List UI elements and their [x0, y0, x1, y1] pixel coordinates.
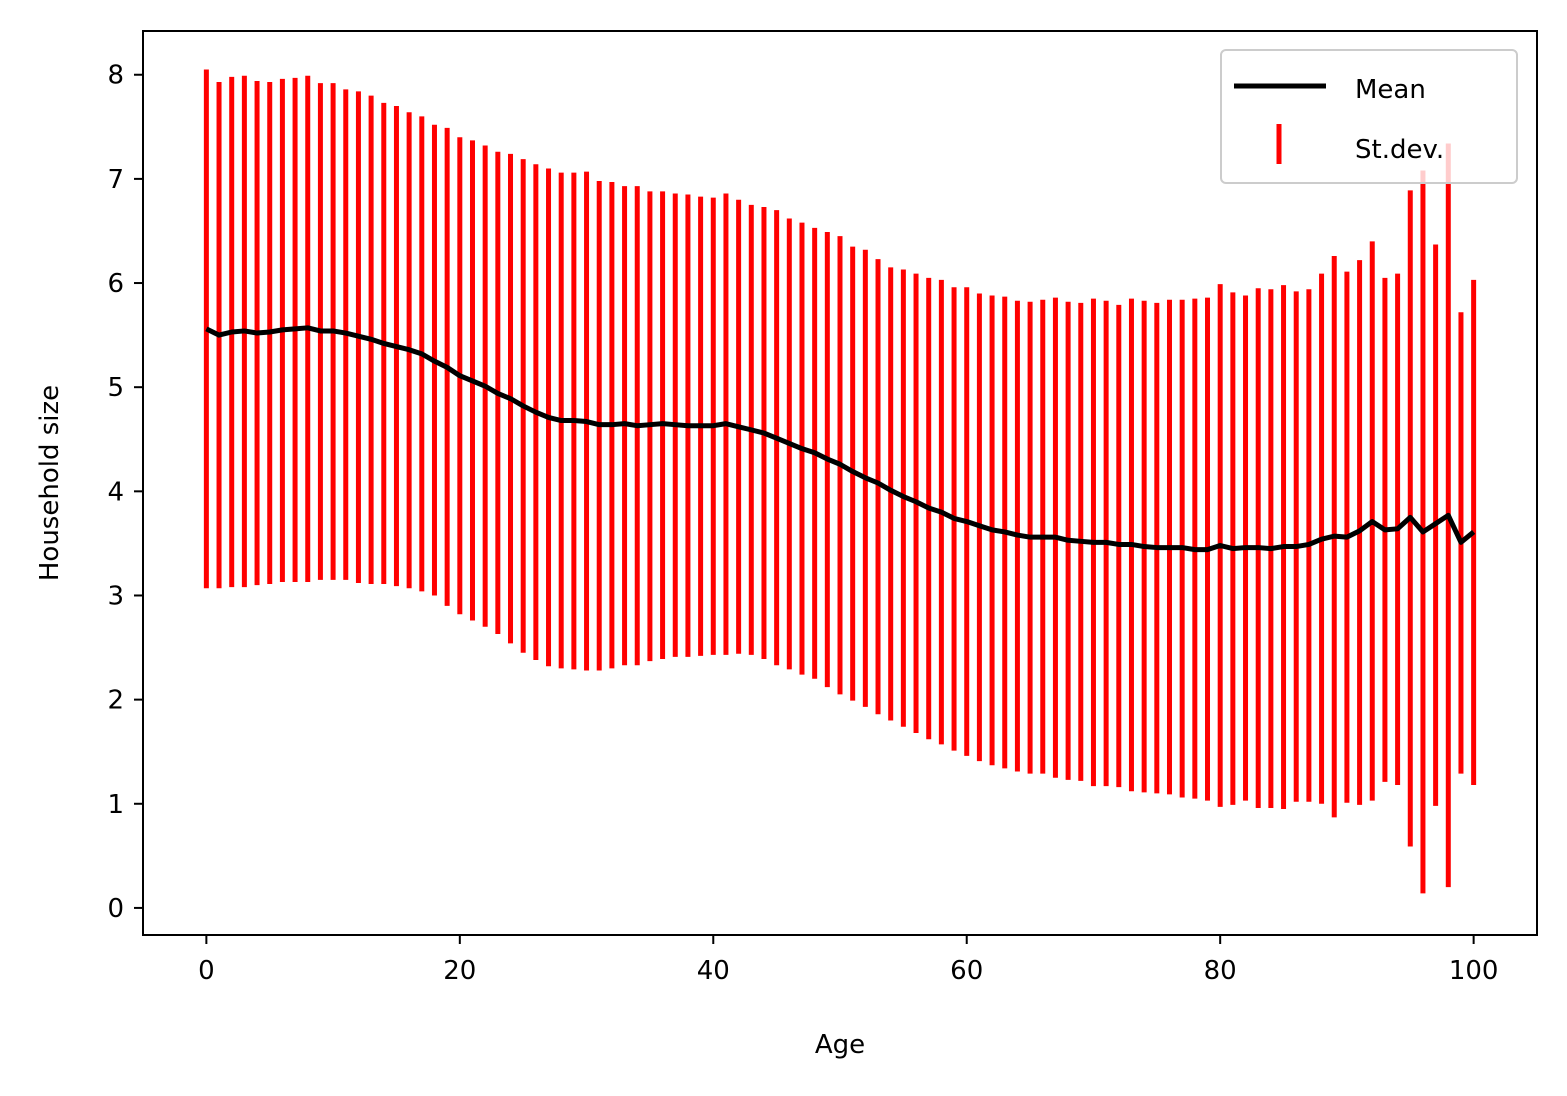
y-tick-label: 3 — [107, 581, 124, 611]
legend: Mean St.dev. — [1220, 49, 1518, 184]
legend-stdev-label: St.dev. — [1355, 135, 1444, 165]
y-tick-label: 7 — [107, 165, 124, 195]
mean-line-group — [205, 325, 1476, 553]
x-axis-label: Age — [815, 1030, 865, 1060]
x-tick-label: 60 — [950, 956, 983, 986]
y-tick-label: 0 — [107, 894, 124, 924]
y-tick-label: 1 — [107, 790, 124, 820]
x-tick-label: 40 — [697, 956, 730, 986]
y-tick-label: 4 — [107, 477, 124, 507]
y-tick-label: 2 — [107, 686, 124, 716]
x-tick-label: 100 — [1449, 956, 1499, 986]
y-tick-label: 6 — [107, 269, 124, 299]
legend-box — [1220, 49, 1518, 184]
x-tick-label: 0 — [198, 956, 215, 986]
y-axis-label: Household size — [35, 385, 65, 581]
y-axis-ticks: 0 1 2 3 4 5 6 7 8 — [107, 61, 143, 924]
x-tick-label: 20 — [443, 956, 476, 986]
y-tick-label: 8 — [107, 61, 124, 91]
x-axis-ticks: 0 20 40 60 80 100 — [198, 935, 1498, 986]
y-tick-label: 5 — [107, 373, 124, 403]
plot-frame — [142, 30, 1538, 936]
legend-mean-label: Mean — [1355, 75, 1426, 105]
mean-line — [205, 325, 1476, 553]
x-tick-label: 80 — [1204, 956, 1237, 986]
